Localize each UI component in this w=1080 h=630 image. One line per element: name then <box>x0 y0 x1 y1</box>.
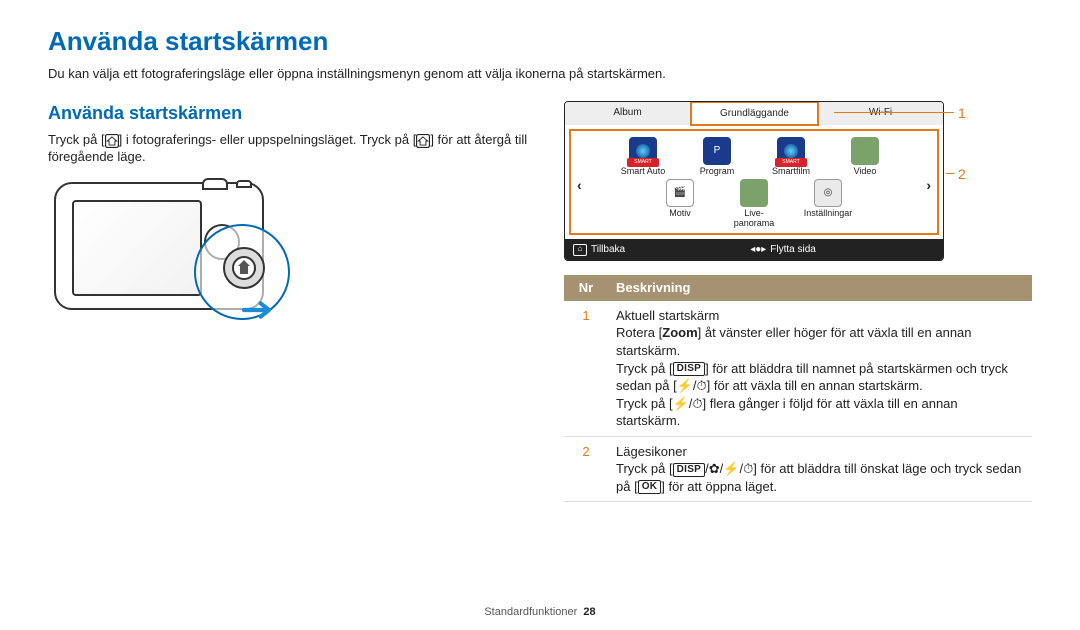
footer-section: Standardfunktioner <box>484 606 577 618</box>
disp-button-icon: DISP <box>673 463 706 477</box>
footer-page-number: 28 <box>583 606 595 618</box>
row-number: 2 <box>564 436 608 502</box>
row-desc: Aktuell startskärmRotera [Zoom] åt vänst… <box>608 301 1032 436</box>
row-number: 1 <box>564 301 608 436</box>
tab-album: Album <box>565 102 691 126</box>
glyph-icon: ✿ <box>709 461 720 476</box>
callout-line-2 <box>946 173 954 174</box>
disp-button-icon: DISP <box>673 362 706 376</box>
move-icon: ◂●▸ <box>750 243 766 257</box>
th-nr: Nr <box>564 275 608 301</box>
mode-icon: PProgram <box>689 137 745 177</box>
th-desc: Beskrivning <box>608 275 1032 301</box>
move-label: Flytta sida <box>770 243 816 257</box>
text: ] i fotograferings- eller uppspelningslä… <box>119 132 417 147</box>
ok-button-icon: OK <box>638 480 662 494</box>
glyph-icon: ⚡ <box>677 378 693 393</box>
glyph-icon: ⚡ <box>673 396 689 411</box>
description-table: Nr Beskrivning 1Aktuell startskärmRotera… <box>564 275 1032 502</box>
home-icon: ⌂ <box>573 244 587 256</box>
back-label: Tillbaka <box>591 243 625 257</box>
chevron-right-icon: › <box>926 176 931 195</box>
mode-icon: ◎Inställningar <box>800 179 856 229</box>
glyph-icon: ⚡ <box>723 461 739 476</box>
glyph-icon: ⏱ <box>743 461 753 476</box>
row-desc: LägesikonerTryck på [DISP/✿/⚡/⏱] för att… <box>608 436 1032 502</box>
lead-paragraph: Du kan välja ett fotograferingsläge elle… <box>48 65 1032 83</box>
instruction-paragraph: Tryck på [ ] i fotograferings- eller upps… <box>48 131 528 166</box>
screen-footer-bar: ⌂ Tillbaka ◂●▸ Flytta sida <box>565 239 943 261</box>
chevron-left-icon: ‹ <box>577 176 582 195</box>
callout-number-1: 1 <box>958 104 966 123</box>
tab-grundläggande: Grundläggande <box>690 101 819 127</box>
mode-icon: Video <box>837 137 893 177</box>
arrow-icon <box>224 284 258 304</box>
home-screen-mock: AlbumGrundläggandeWi-Fi ‹ › SMARTSmart A… <box>564 101 944 262</box>
home-icon <box>105 134 119 148</box>
page-footer: Standardfunktioner 28 <box>0 605 1080 620</box>
mode-icon: SMARTSmart Auto <box>615 137 671 177</box>
mode-icon: 🎬Motiv <box>652 179 708 229</box>
mode-icon: SMARTSmartfilm <box>763 137 819 177</box>
home-icon <box>416 134 430 148</box>
page-title: Använda startskärmen <box>48 24 1032 59</box>
callout-number-2: 2 <box>958 165 966 184</box>
tabs-row: AlbumGrundläggandeWi-Fi <box>565 102 943 126</box>
mode-icon: Live-panorama <box>726 179 782 229</box>
icon-grid-area: ‹ › SMARTSmart Auto PProgram SMARTSmartfil… <box>569 129 939 235</box>
camera-illustration <box>48 176 288 326</box>
glyph-icon: ⏱ <box>697 378 707 393</box>
section-subhead: Använda startskärmen <box>48 101 528 125</box>
text: Tryck på [ <box>48 132 105 147</box>
glyph-icon: ⏱ <box>692 396 702 411</box>
tab-wi-fi: Wi-Fi <box>818 102 943 126</box>
icon-row-2: 🎬Motiv Live-panorama ◎Inställningar <box>575 179 933 229</box>
icon-row-1: SMARTSmart Auto PProgram SMARTSmartfilm Vid… <box>575 137 933 177</box>
highlight-circle <box>194 224 290 320</box>
callout-line-1 <box>834 112 954 113</box>
